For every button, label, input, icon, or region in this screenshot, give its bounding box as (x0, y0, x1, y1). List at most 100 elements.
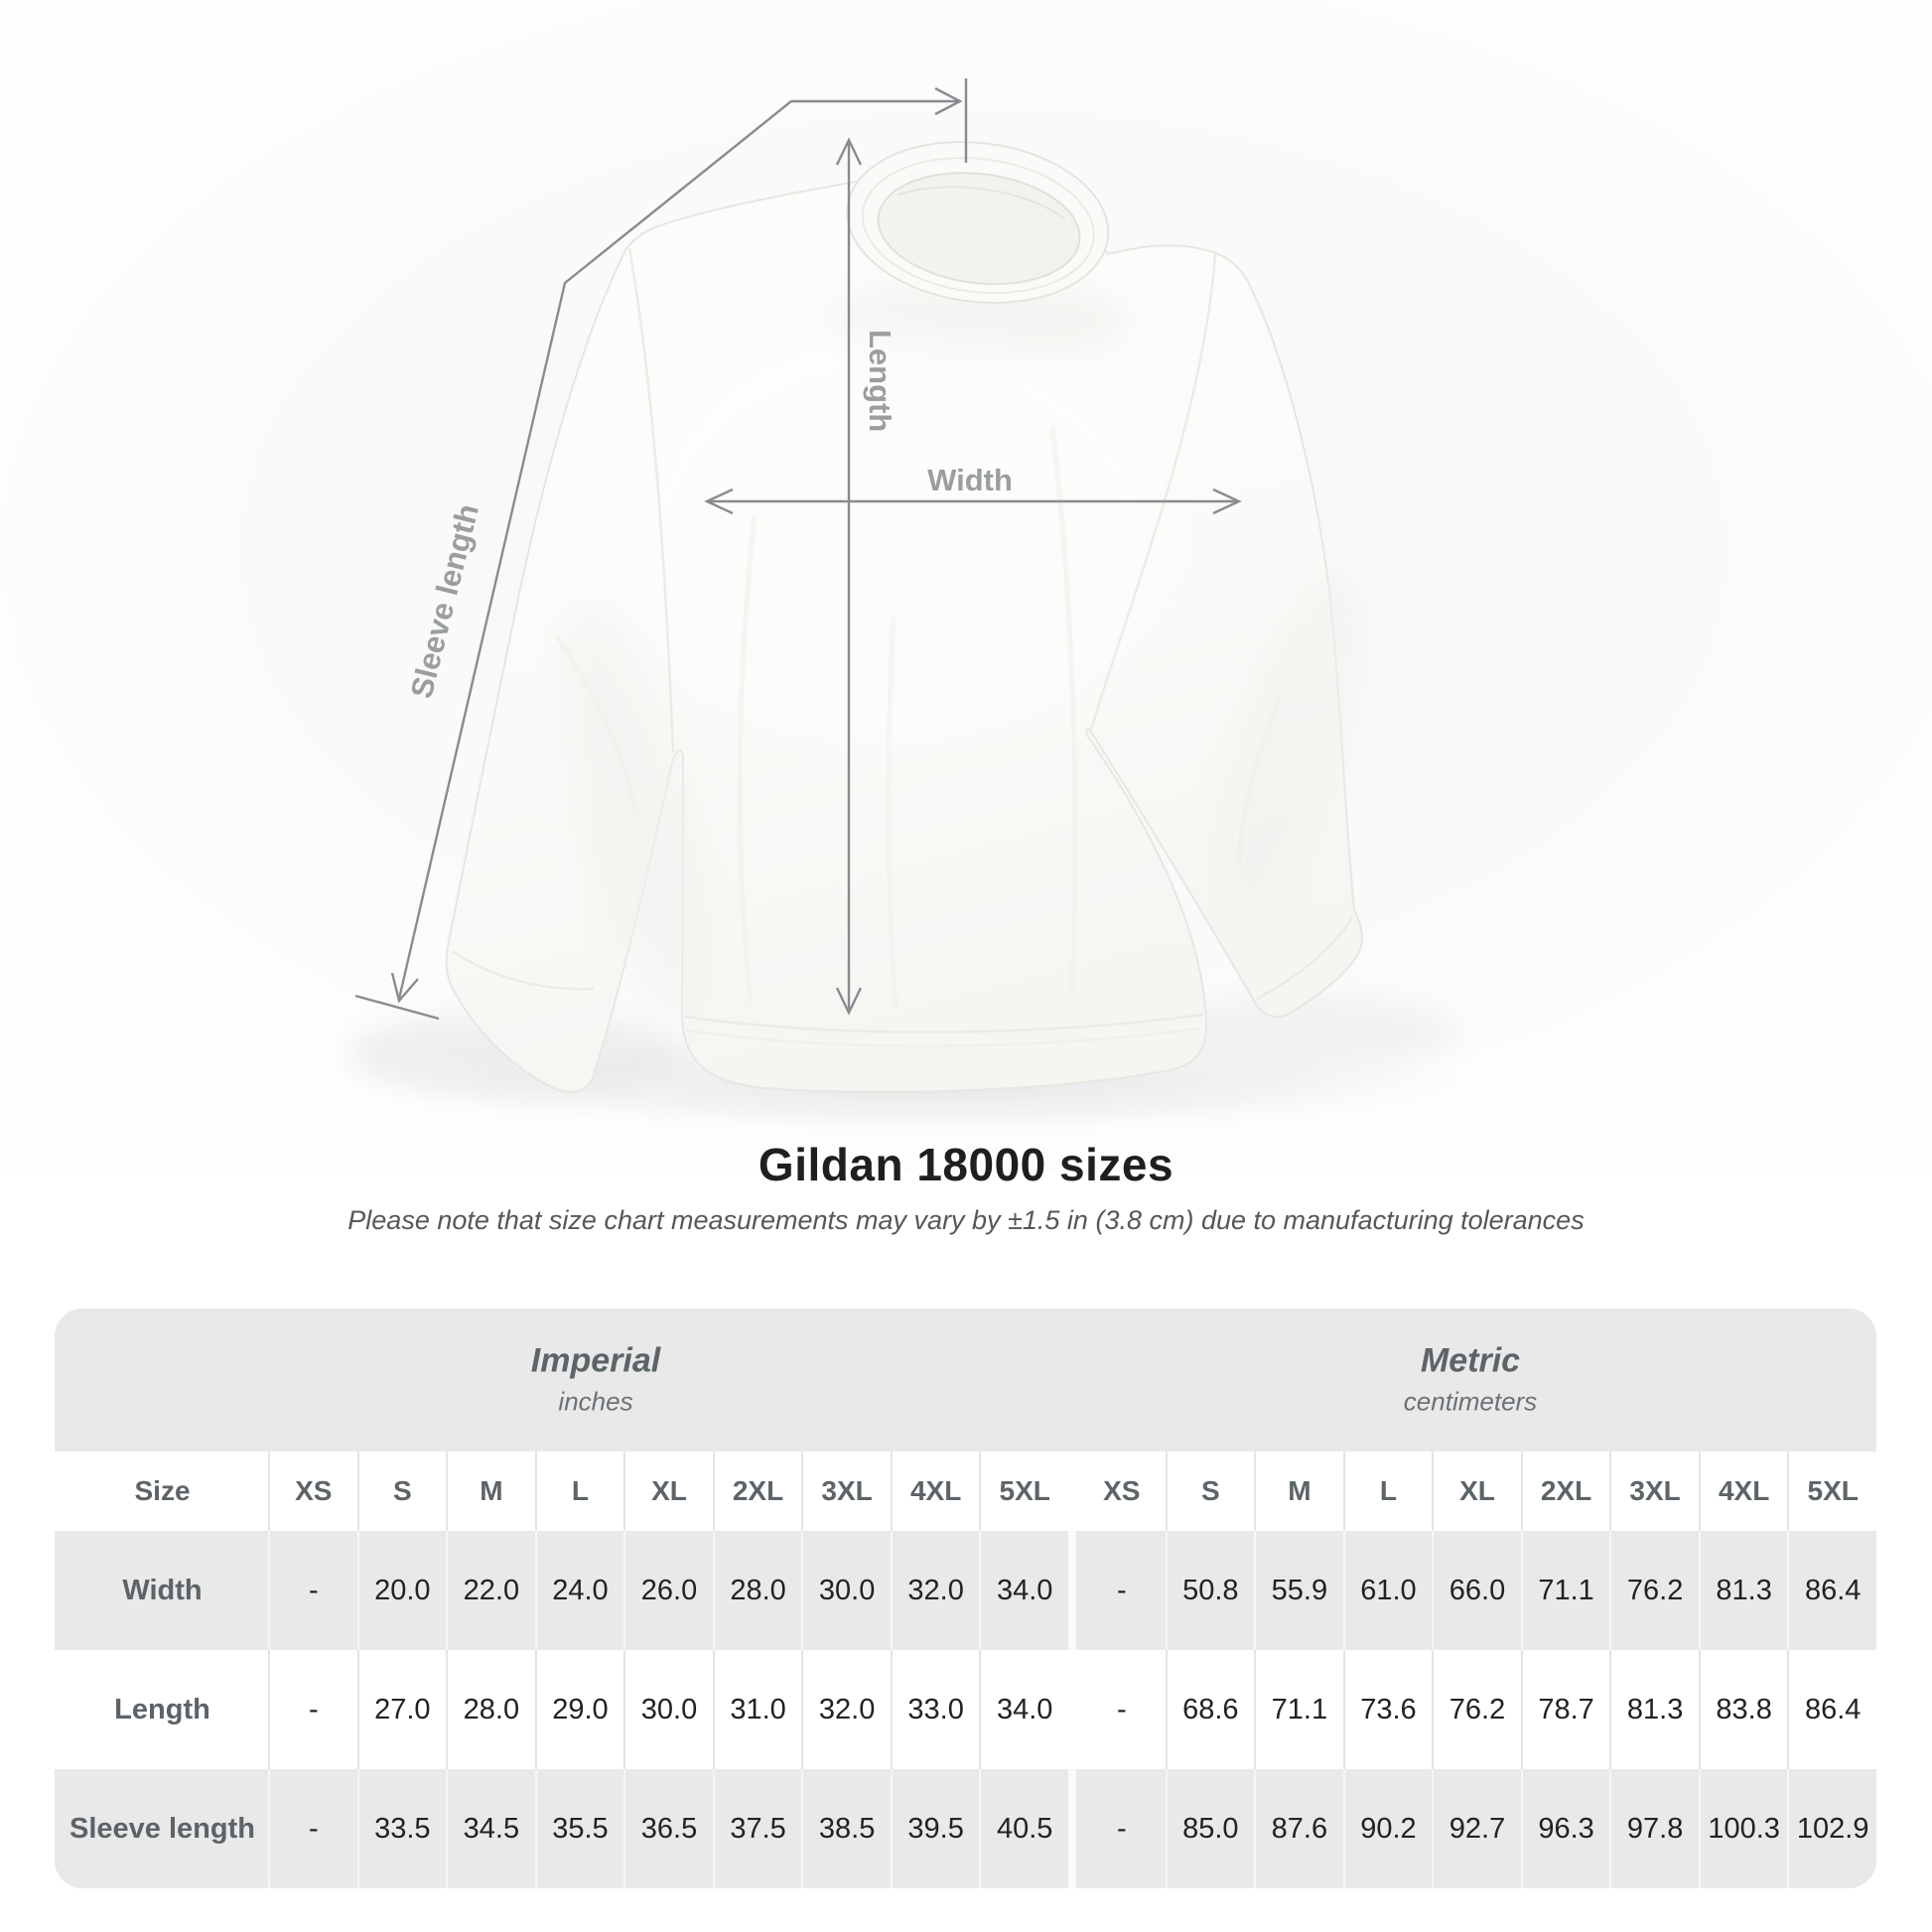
table-row-width: Width - 20.0 22.0 24.0 26.0 28.0 30.0 32… (55, 1531, 1876, 1650)
sleeve-imperial-xs: - (268, 1769, 357, 1888)
sleeve-metric-xl: 92.7 (1432, 1769, 1521, 1888)
sleeve-imperial-s: 33.5 (356, 1769, 447, 1888)
width-metric-5xl: 86.4 (1787, 1531, 1876, 1650)
seams (452, 247, 1354, 1047)
imperial-unit-label: inches (558, 1386, 633, 1417)
length-label: Length (863, 330, 897, 432)
sleeve-imperial-xl: 36.5 (623, 1769, 713, 1888)
collar (846, 140, 1110, 305)
length-metric-m: 71.1 (1254, 1650, 1343, 1769)
width-metric-s: 50.8 (1165, 1531, 1255, 1650)
width-metric-3xl: 76.2 (1609, 1531, 1699, 1650)
length-metric-s: 68.6 (1165, 1650, 1255, 1769)
length-metric-4xl: 83.8 (1698, 1650, 1788, 1769)
size-header-imperial-l: L (534, 1451, 624, 1531)
sleeve-metric-s: 85.0 (1165, 1769, 1255, 1888)
imperial-group-header: Imperial inches (531, 1341, 660, 1417)
fabric-folds (553, 426, 1284, 1010)
length-arrow (835, 137, 863, 1016)
group-divider (1068, 1650, 1076, 1769)
tolerance-note: Please note that size chart measurements… (347, 1205, 1585, 1235)
width-imperial-xl: 26.0 (623, 1531, 713, 1650)
size-header-imperial-m: M (446, 1451, 535, 1531)
width-imperial-m: 22.0 (446, 1531, 535, 1650)
group-divider (1068, 1531, 1076, 1650)
length-metric-2xl: 78.7 (1520, 1650, 1610, 1769)
width-imperial-2xl: 28.0 (712, 1531, 802, 1650)
sleeve-imperial-5xl: 40.5 (979, 1769, 1068, 1888)
width-metric-4xl: 81.3 (1698, 1531, 1788, 1650)
size-header-imperial-s: S (356, 1451, 447, 1531)
width-metric-2xl: 71.1 (1520, 1531, 1610, 1650)
chest-highlight (630, 328, 1167, 745)
sleeve-imperial-m: 34.5 (446, 1769, 535, 1888)
length-imperial-l: 29.0 (534, 1650, 624, 1769)
length-imperial-s: 27.0 (356, 1650, 447, 1769)
size-header-imperial-xs: XS (268, 1451, 357, 1531)
sleeve-metric-4xl: 100.3 (1698, 1769, 1788, 1888)
sleeve-imperial-2xl: 37.5 (712, 1769, 802, 1888)
width-imperial-xs: - (268, 1531, 357, 1650)
row-label-width: Width (55, 1531, 268, 1650)
length-metric-l: 73.6 (1342, 1650, 1433, 1769)
size-header-metric-xl: XL (1432, 1451, 1521, 1531)
group-divider (1068, 1769, 1076, 1888)
size-header-metric-3xl: 3XL (1609, 1451, 1699, 1531)
measurement-lines (354, 78, 1242, 1021)
table-row-length: Length - 27.0 28.0 29.0 30.0 31.0 32.0 3… (55, 1650, 1876, 1769)
metric-label: Metric (1420, 1341, 1521, 1380)
width-arrow (704, 487, 1242, 515)
metric-unit-label: centimeters (1403, 1386, 1538, 1417)
size-header-metric-4xl: 4XL (1698, 1451, 1788, 1531)
table-group-header: Imperial inches Metric centimeters (55, 1309, 1876, 1451)
length-imperial-3xl: 32.0 (801, 1650, 891, 1769)
sleeve-metric-2xl: 96.3 (1520, 1769, 1610, 1888)
length-imperial-4xl: 33.0 (890, 1650, 980, 1769)
size-header-imperial-2xl: 2XL (712, 1451, 802, 1531)
length-imperial-m: 28.0 (446, 1650, 535, 1769)
width-imperial-l: 24.0 (534, 1531, 624, 1650)
length-metric-3xl: 81.3 (1609, 1650, 1699, 1769)
row-label-length: Length (55, 1650, 268, 1769)
length-imperial-xl: 30.0 (623, 1650, 713, 1769)
sleeve-metric-m: 87.6 (1254, 1769, 1343, 1888)
metric-group-header: Metric centimeters (1403, 1341, 1538, 1417)
size-header-metric-xs: XS (1076, 1451, 1166, 1531)
sweatshirt-illustration (445, 140, 1363, 1094)
sleeve-imperial-4xl: 39.5 (890, 1769, 980, 1888)
size-header-imperial-4xl: 4XL (890, 1451, 980, 1531)
width-imperial-4xl: 32.0 (890, 1531, 980, 1650)
table-row-sleeve-length: Sleeve length - 33.5 34.5 35.5 36.5 37.5… (55, 1769, 1876, 1888)
width-metric-xs: - (1076, 1531, 1166, 1650)
length-imperial-2xl: 31.0 (712, 1650, 802, 1769)
size-header-metric-l: L (1342, 1451, 1433, 1531)
length-metric-xs: - (1076, 1650, 1166, 1769)
size-header-imperial-3xl: 3XL (801, 1451, 891, 1531)
width-metric-xl: 66.0 (1432, 1531, 1521, 1650)
size-chart-table: Imperial inches Metric centimeters Size … (55, 1309, 1876, 1888)
sleeve-metric-3xl: 97.8 (1609, 1769, 1699, 1888)
sleeve-metric-5xl: 102.9 (1787, 1769, 1876, 1888)
size-column-header: Size (55, 1451, 268, 1531)
sleeve-length-arrow (354, 78, 968, 1021)
right-sleeve-shading (1212, 572, 1361, 937)
page-title: Gildan 18000 sizes (758, 1139, 1174, 1190)
size-header-metric-5xl: 5XL (1787, 1451, 1876, 1531)
sleeve-length-label: Sleeve length (404, 500, 485, 701)
table-header-row: Size XS S M L XL 2XL 3XL 4XL 5XL XS S M … (55, 1451, 1876, 1531)
width-imperial-5xl: 34.0 (979, 1531, 1068, 1650)
length-metric-xl: 76.2 (1432, 1650, 1521, 1769)
width-imperial-s: 20.0 (356, 1531, 447, 1650)
sleeve-imperial-3xl: 38.5 (801, 1769, 891, 1888)
sleeve-imperial-l: 35.5 (534, 1769, 624, 1888)
width-label: Width (927, 463, 1013, 497)
width-metric-l: 61.0 (1342, 1531, 1433, 1650)
length-metric-5xl: 86.4 (1787, 1650, 1876, 1769)
width-imperial-3xl: 30.0 (801, 1531, 891, 1650)
sweatshirt-diagram-svg: Length Width Sleeve length (347, 78, 1469, 1134)
row-label-sleeve-length: Sleeve length (55, 1769, 268, 1888)
size-header-metric-m: M (1254, 1451, 1343, 1531)
size-header-imperial-5xl: 5XL (979, 1451, 1068, 1531)
sleeve-metric-xs: - (1076, 1769, 1166, 1888)
size-header-metric-s: S (1165, 1451, 1255, 1531)
